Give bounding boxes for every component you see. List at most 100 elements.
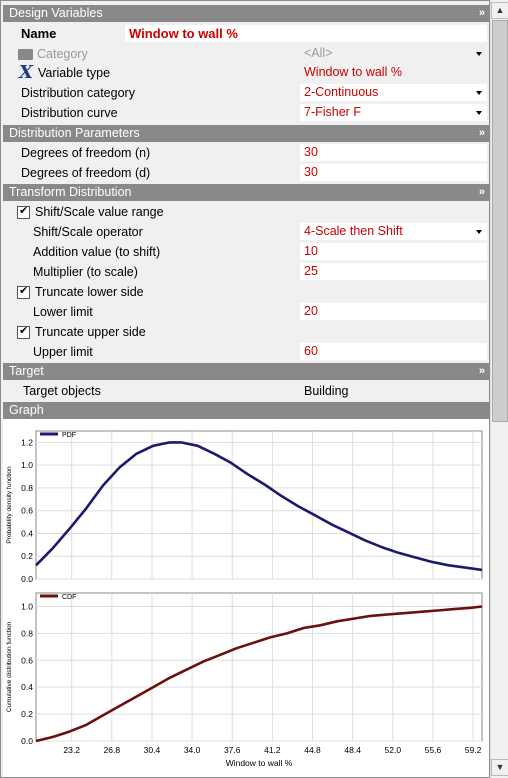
dof-n-row: Degrees of freedom (n) 30 (3, 144, 489, 164)
cdf-y-tick-label: 0.6 (21, 655, 33, 665)
variable-type-value: Window to wall % (304, 65, 402, 79)
truncate-upper-checkbox[interactable] (17, 324, 30, 339)
truncate-lower-label: Truncate lower side (35, 285, 144, 299)
cdf-y-tick-label: 0.4 (21, 682, 33, 692)
cdf-x-tick-label: 30.4 (144, 745, 161, 755)
distribution-category-label: Distribution category (21, 86, 135, 100)
folder-icon (18, 49, 33, 60)
lower-limit-label: Lower limit (33, 305, 93, 319)
category-row: Category <All> (3, 45, 489, 65)
properties-panel: Design Variables » Name Window to wall %… (0, 0, 490, 778)
vertical-scrollbar[interactable]: ▲ ▼ (490, 0, 508, 778)
category-select[interactable]: <All> (300, 45, 487, 62)
operator-row: Shift/Scale operator 4-Scale then Shift (3, 223, 489, 243)
target-objects-label: Target objects (23, 384, 101, 398)
cdf-plot-frame (35, 592, 483, 742)
cdf-legend-label: CDF (62, 594, 76, 601)
pdf-y-tick-label: 0.0 (21, 574, 33, 584)
shift-scale-checkbox[interactable] (17, 204, 30, 219)
truncate-lower-checkbox[interactable] (17, 284, 30, 299)
name-label: Name (21, 26, 57, 41)
variable-type-label: Variable type (38, 66, 111, 80)
pdf-y-tick-label: 0.8 (21, 483, 33, 493)
scroll-up-arrow-icon[interactable]: ▲ (491, 2, 508, 19)
design-variables-title: Design Variables (9, 6, 103, 20)
cdf-x-tick-label: 48.4 (344, 745, 361, 755)
pdf-y-tick-label: 0.2 (21, 551, 33, 561)
shift-scale-row: Shift/Scale value range (3, 203, 489, 223)
upper-limit-label: Upper limit (33, 345, 93, 359)
cdf-y-tick-label: 1.0 (21, 601, 33, 611)
cdf-x-tick-label: 59.2 (465, 745, 482, 755)
dof-n-label: Degrees of freedom (n) (21, 146, 151, 160)
multiplier-field[interactable]: 25 (300, 263, 487, 280)
target-header[interactable]: Target » (3, 363, 489, 380)
lower-limit-field[interactable]: 20 (300, 303, 487, 320)
design-variables-header[interactable]: Design Variables » (3, 5, 489, 22)
operator-label: Shift/Scale operator (33, 225, 143, 239)
cdf-x-tick-label: 41.2 (264, 745, 281, 755)
pdf-y-axis-label: Probability density function (6, 466, 13, 544)
addition-row: Addition value (to shift) 10 (3, 243, 489, 263)
transform-distribution-header[interactable]: Transform Distribution » (3, 184, 489, 201)
cdf-x-tick-label: 52.0 (385, 745, 402, 755)
graph-header[interactable]: Graph (3, 402, 489, 419)
variable-type-row: X Variable type Window to wall % (3, 62, 489, 84)
collapse-chevron-icon[interactable]: » (478, 127, 485, 139)
cdf-x-tick-label: 26.8 (104, 745, 121, 755)
addition-field[interactable]: 10 (300, 243, 487, 260)
name-row: Name Window to wall % (3, 25, 489, 45)
cdf-y-tick-label: 0.0 (21, 736, 33, 746)
distribution-parameters-title: Distribution Parameters (9, 126, 140, 140)
dof-d-field[interactable]: 30 (300, 164, 487, 181)
multiplier-row: Multiplier (to scale) 25 (3, 263, 489, 283)
scrollbar-thumb[interactable] (492, 20, 508, 422)
distribution-category-select[interactable]: 2-Continuous (300, 84, 487, 101)
operator-select[interactable]: 4-Scale then Shift (300, 223, 487, 240)
collapse-chevron-icon[interactable]: » (478, 7, 485, 19)
cdf-x-axis-label: Window to wall % (226, 758, 293, 768)
distribution-category-row: Distribution category 2-Continuous (3, 84, 489, 104)
distribution-curve-label: Distribution curve (21, 106, 118, 120)
target-objects-row: Target objects Building (3, 382, 489, 402)
scroll-down-arrow-icon[interactable]: ▼ (491, 759, 508, 776)
multiplier-label: Multiplier (to scale) (33, 265, 138, 279)
addition-label: Addition value (to shift) (33, 245, 161, 259)
truncate-upper-label: Truncate upper side (35, 325, 146, 339)
distribution-curve-row: Distribution curve 7-Fisher F (3, 104, 489, 124)
transform-distribution-title: Transform Distribution (9, 185, 132, 199)
distribution-charts: 0.0 0.2 0.4 0.6 0.8 1.0 1.2 PDF Probability dens… (6, 430, 483, 768)
pdf-y-tick-label: 1.2 (21, 437, 33, 447)
distribution-curve-select[interactable]: 7-Fisher F (300, 104, 487, 121)
collapse-chevron-icon[interactable]: » (478, 186, 485, 198)
shift-scale-label: Shift/Scale value range (35, 205, 164, 219)
category-label: Category (37, 47, 88, 61)
truncate-lower-row: Truncate lower side (3, 283, 489, 303)
cdf-x-tick-label: 23.2 (63, 745, 80, 755)
x-variable-icon: X (19, 62, 33, 83)
dof-d-row: Degrees of freedom (d) 30 (3, 164, 489, 184)
upper-limit-row: Upper limit 60 (3, 343, 489, 363)
lower-limit-row: Lower limit 20 (3, 303, 489, 323)
cdf-y-tick-label: 0.8 (21, 628, 33, 638)
truncate-upper-row: Truncate upper side (3, 323, 489, 343)
pdf-series-line (35, 441, 483, 572)
cdf-x-tick-label: 44.8 (304, 745, 321, 755)
pdf-y-tick-label: 0.4 (21, 528, 33, 538)
name-field[interactable]: Window to wall % (125, 25, 487, 42)
collapse-chevron-icon[interactable]: » (478, 365, 485, 377)
dof-n-field[interactable]: 30 (300, 144, 487, 161)
distribution-parameters-header[interactable]: Distribution Parameters » (3, 125, 489, 142)
dof-d-label: Degrees of freedom (d) (21, 166, 151, 180)
cdf-y-tick-label: 0.2 (21, 709, 33, 719)
upper-limit-field[interactable]: 60 (300, 343, 487, 360)
cdf-x-tick-label: 55.6 (425, 745, 442, 755)
target-objects-value[interactable]: Building (304, 384, 349, 398)
cdf-series-line (35, 605, 483, 743)
cdf-x-tick-label: 37.6 (224, 745, 241, 755)
cdf-x-tick-label: 34.0 (184, 745, 201, 755)
graph-area: 0.0 0.2 0.4 0.6 0.8 1.0 1.2 PDF Probability dens… (3, 419, 489, 777)
target-title: Target (9, 364, 44, 378)
cdf-y-axis-label: Cumulative distribution function (6, 621, 13, 712)
pdf-y-tick-label: 1.0 (21, 460, 33, 470)
